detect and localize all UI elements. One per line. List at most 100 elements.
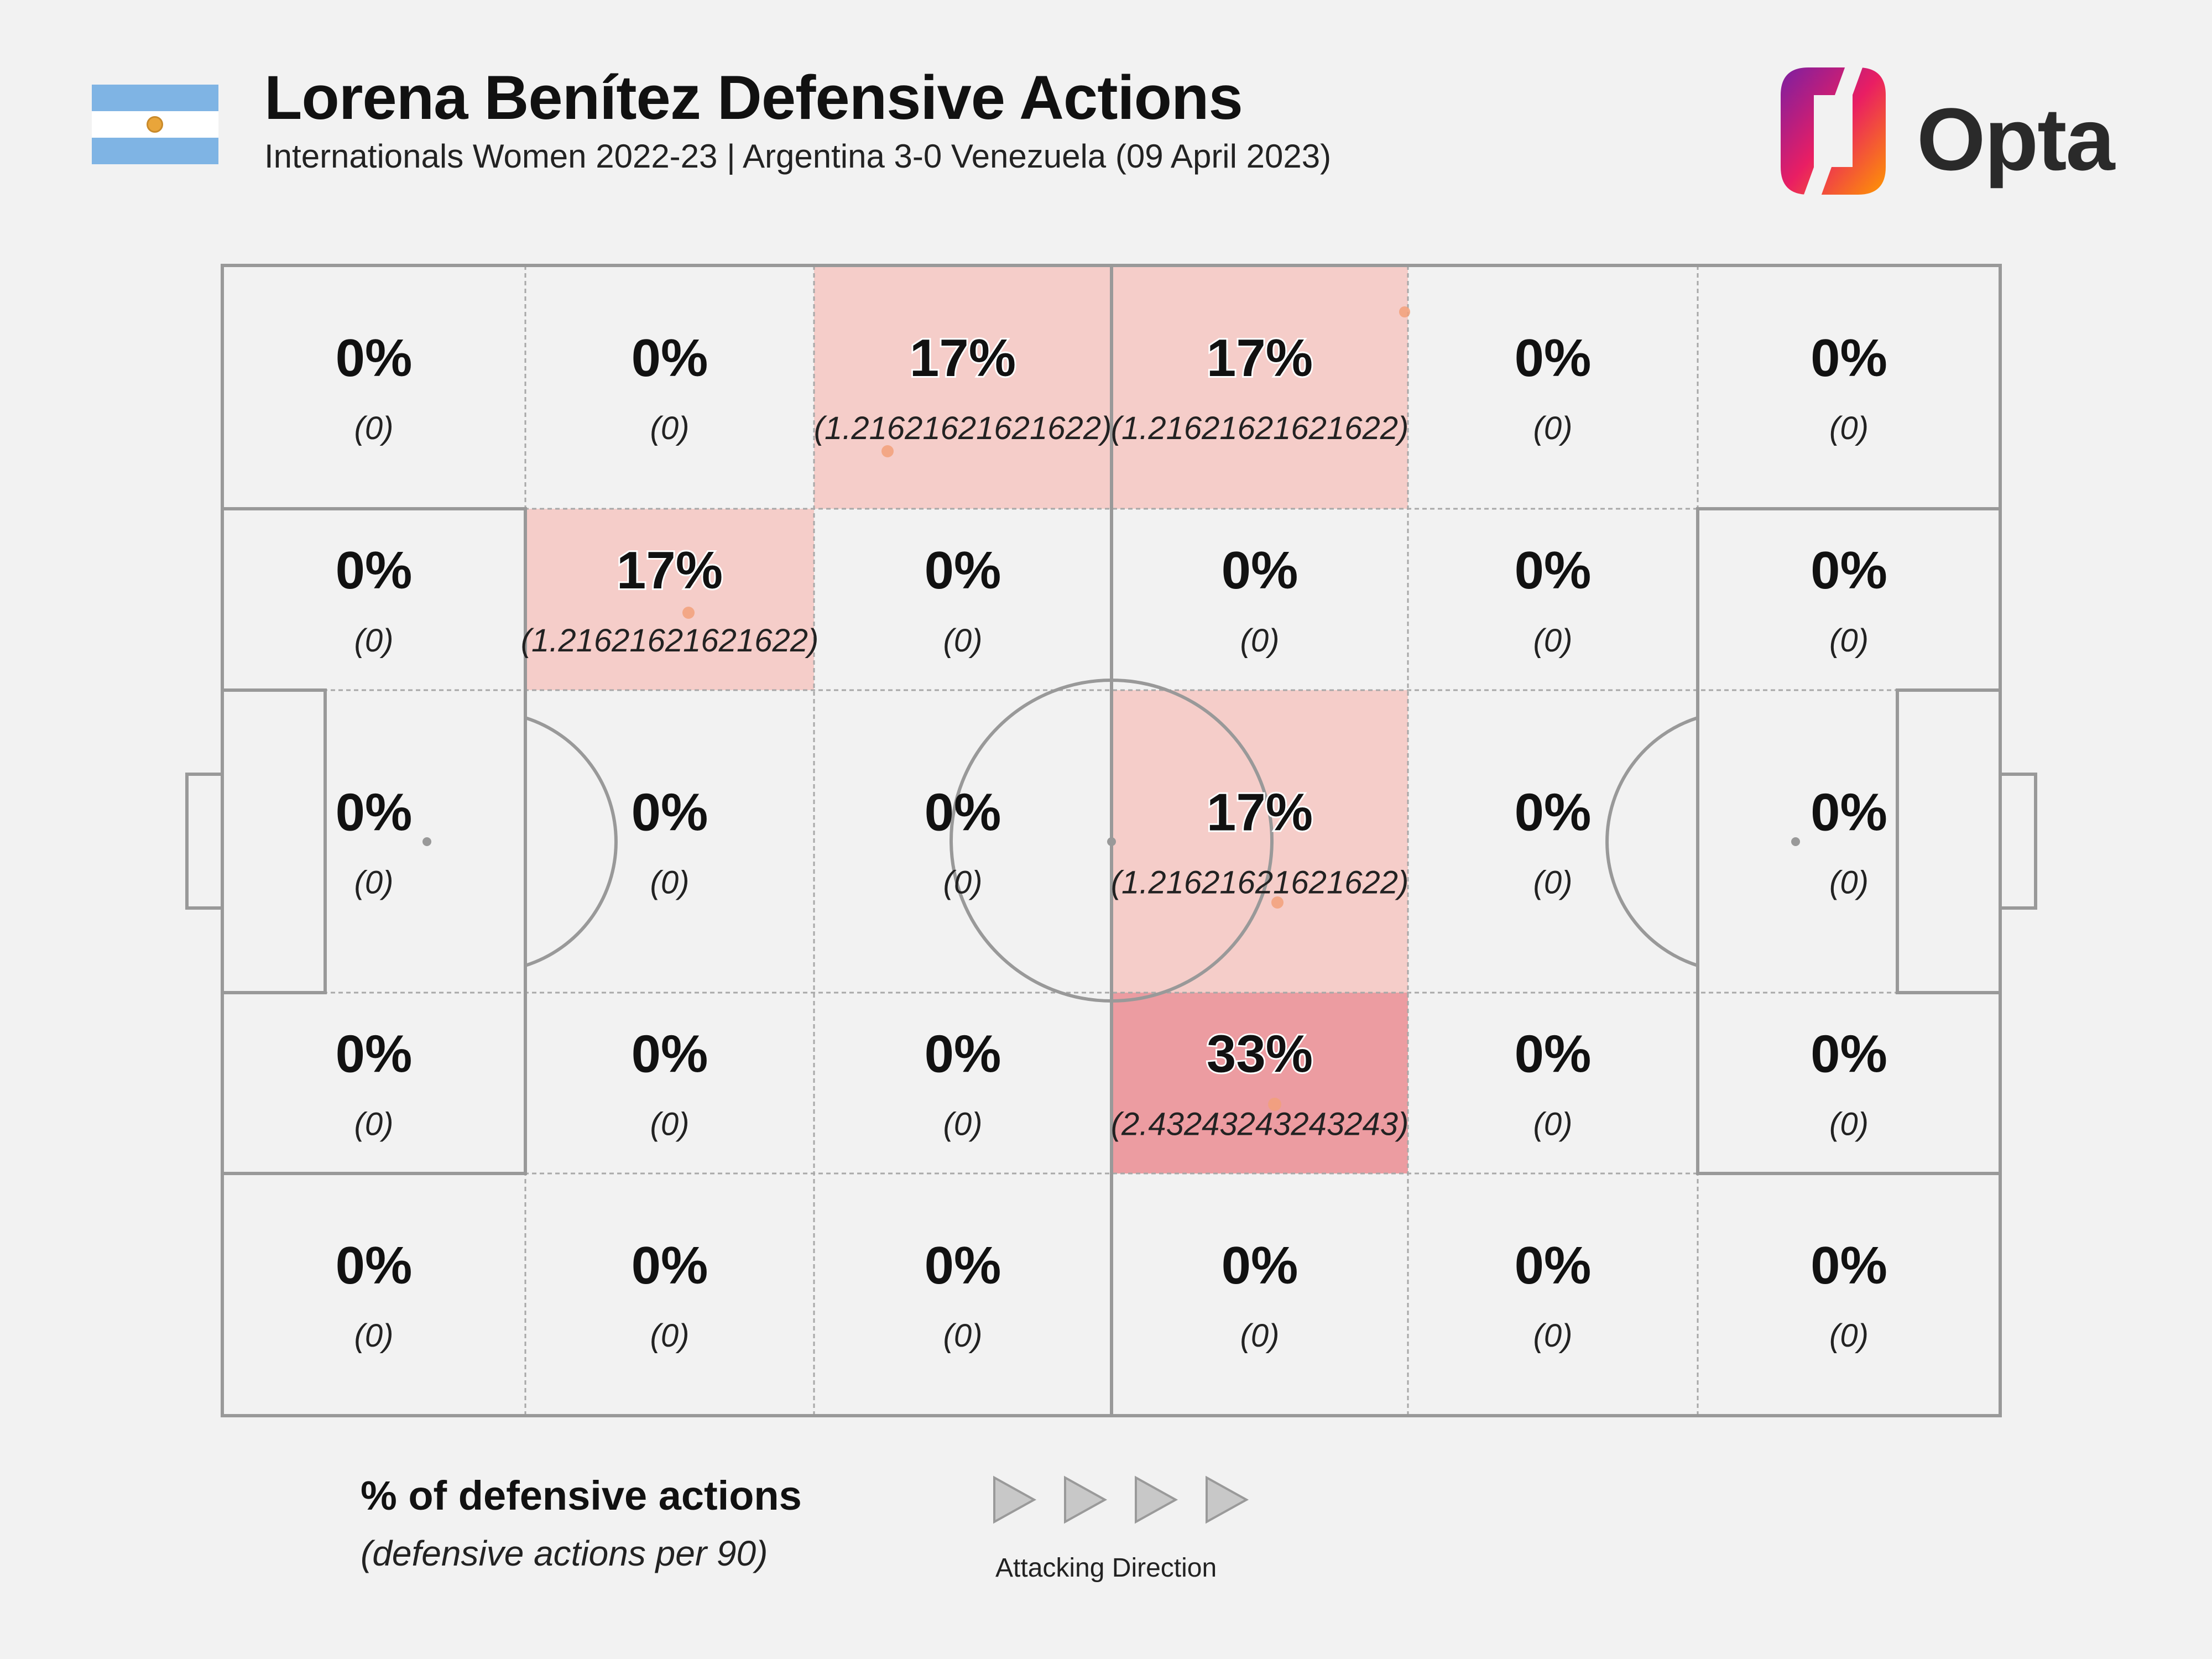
zone-percentage: 17% bbox=[910, 328, 1016, 388]
right-penalty-spot bbox=[1791, 837, 1800, 846]
page-title: Lorena Benítez Defensive Actions bbox=[264, 63, 1243, 132]
zone-percentage: 0% bbox=[336, 1236, 413, 1295]
opta-logo-icon bbox=[1781, 62, 1886, 202]
zone-per90-value: (0) bbox=[1533, 410, 1573, 446]
zone-percentage: 0% bbox=[1515, 1025, 1592, 1084]
zone-cell bbox=[1112, 993, 1408, 1173]
zone-per90-value: (0) bbox=[1533, 623, 1573, 659]
zone-cell bbox=[1112, 265, 1408, 509]
zone-per90-value: (1.21621621621622) bbox=[521, 623, 819, 659]
centre-circle bbox=[950, 679, 1274, 1003]
zone-fills bbox=[525, 265, 1408, 1173]
arrow-icon bbox=[1135, 1475, 1178, 1524]
zone-percentage: 0% bbox=[336, 1025, 413, 1084]
argentina-flag bbox=[92, 85, 218, 164]
zone-per90-value: (0) bbox=[943, 1107, 983, 1142]
zone-per90-value: (0) bbox=[1533, 1318, 1573, 1354]
zone-per90-value: (0) bbox=[650, 1318, 690, 1354]
zone-percentage: 0% bbox=[632, 1236, 708, 1295]
zone-percentage: 0% bbox=[1811, 1236, 1887, 1295]
arrow-icon bbox=[1206, 1475, 1249, 1524]
right-penalty-arc bbox=[1605, 716, 1698, 967]
left-penalty-arc bbox=[525, 716, 618, 967]
zone-cell bbox=[814, 265, 1112, 509]
zone-percentage: 17% bbox=[1207, 783, 1313, 842]
left-penalty-spot bbox=[422, 837, 431, 846]
opta-logo-text: Opta bbox=[1917, 90, 2115, 189]
action-dot bbox=[881, 445, 894, 457]
zone-percentage: 0% bbox=[925, 541, 1001, 600]
zone-per90-value: (0) bbox=[943, 865, 983, 901]
zone-percentage: 0% bbox=[336, 328, 413, 388]
zone-per90-value: (0) bbox=[650, 410, 690, 446]
zone-percentage: 0% bbox=[632, 1025, 708, 1084]
arrow-icon bbox=[1064, 1475, 1108, 1524]
arrow-icon bbox=[993, 1475, 1037, 1524]
action-dot bbox=[1399, 306, 1410, 317]
zone-cell bbox=[525, 509, 814, 690]
zone-per90-value: (0) bbox=[354, 410, 394, 446]
zone-per90-value: (1.21621621621622) bbox=[1111, 410, 1409, 446]
zone-percentage: 0% bbox=[1222, 1236, 1298, 1295]
flag-stripe-bottom bbox=[92, 138, 218, 164]
attacking-direction-label: Attacking Direction bbox=[995, 1553, 1217, 1583]
zone-per90-value: (0) bbox=[1829, 1318, 1869, 1354]
zone-percentage: 0% bbox=[1515, 328, 1592, 388]
zone-per90-value: (0) bbox=[1533, 1107, 1573, 1142]
zone-percentage: 0% bbox=[1515, 783, 1592, 842]
legend-subtitle: (defensive actions per 90) bbox=[361, 1533, 768, 1573]
action-dot bbox=[1271, 896, 1284, 909]
zone-per90-value: (0) bbox=[1829, 1107, 1869, 1142]
zone-per90-value: (0) bbox=[1533, 865, 1573, 901]
zone-percentage: 33% bbox=[1207, 1025, 1313, 1084]
zone-percentage: 17% bbox=[1207, 328, 1313, 388]
flag-stripe-top bbox=[92, 85, 218, 111]
zone-percentage: 0% bbox=[336, 541, 413, 600]
zone-per90-value: (0) bbox=[354, 1318, 394, 1354]
zone-per90-value: (0) bbox=[1829, 865, 1869, 901]
zone-percentage: 0% bbox=[632, 783, 708, 842]
pitch-spots bbox=[422, 837, 1800, 846]
action-dot bbox=[682, 607, 695, 619]
legend-title: % of defensive actions bbox=[361, 1473, 802, 1519]
zone-per90-value: (2.43243243243243) bbox=[1111, 1107, 1409, 1142]
zone-percentage: 0% bbox=[1222, 541, 1298, 600]
zone-per90-value: (0) bbox=[1829, 410, 1869, 446]
zone-cell bbox=[1112, 690, 1408, 993]
zone-per90-value: (0) bbox=[650, 865, 690, 901]
flag-stripe-middle bbox=[92, 111, 218, 138]
action-dots bbox=[682, 306, 1410, 1111]
page-subtitle: Internationals Women 2022-23 | Argentina… bbox=[264, 138, 1332, 175]
zone-percentage: 0% bbox=[1515, 541, 1592, 600]
zone-per90-value: (1.21621621621622) bbox=[1111, 865, 1409, 901]
zone-per90-value: (0) bbox=[943, 1318, 983, 1354]
zone-per90-value: (0) bbox=[1829, 623, 1869, 659]
right-six-yard-box bbox=[1896, 688, 2002, 994]
attacking-direction-arrows bbox=[993, 1475, 1249, 1524]
zone-labels: 0% (0) 0% (0) 17% (1.21621621621622) 17% (1.216… bbox=[336, 327, 1887, 1354]
zone-percentage: 17% bbox=[617, 541, 723, 600]
zone-per90-value: (0) bbox=[354, 865, 394, 901]
left-six-yard-box bbox=[221, 688, 327, 994]
left-goal bbox=[185, 773, 224, 910]
flag-sun-icon bbox=[147, 116, 163, 133]
zone-percentage: 0% bbox=[632, 328, 708, 388]
zone-per90-value: (0) bbox=[354, 623, 394, 659]
zone-percentage: 0% bbox=[1811, 328, 1887, 388]
zone-percentage: 0% bbox=[1515, 1236, 1592, 1295]
zone-per90-value: (0) bbox=[1240, 1318, 1280, 1354]
centre-spot bbox=[1107, 837, 1116, 846]
zone-percentage: 0% bbox=[336, 783, 413, 842]
action-dot bbox=[1268, 1098, 1281, 1111]
zone-percentage: 0% bbox=[925, 1236, 1001, 1295]
zone-per90-value: (1.21621621621622) bbox=[814, 410, 1112, 446]
right-goal bbox=[1999, 773, 2037, 910]
zone-per90-value: (0) bbox=[354, 1107, 394, 1142]
zone-per90-value: (0) bbox=[650, 1107, 690, 1142]
zone-percentage: 0% bbox=[1811, 541, 1887, 600]
zone-percentage: 0% bbox=[925, 783, 1001, 842]
zone-percentage: 0% bbox=[1811, 783, 1887, 842]
zone-per90-value: (0) bbox=[943, 623, 983, 659]
zone-percentage: 0% bbox=[925, 1025, 1001, 1084]
